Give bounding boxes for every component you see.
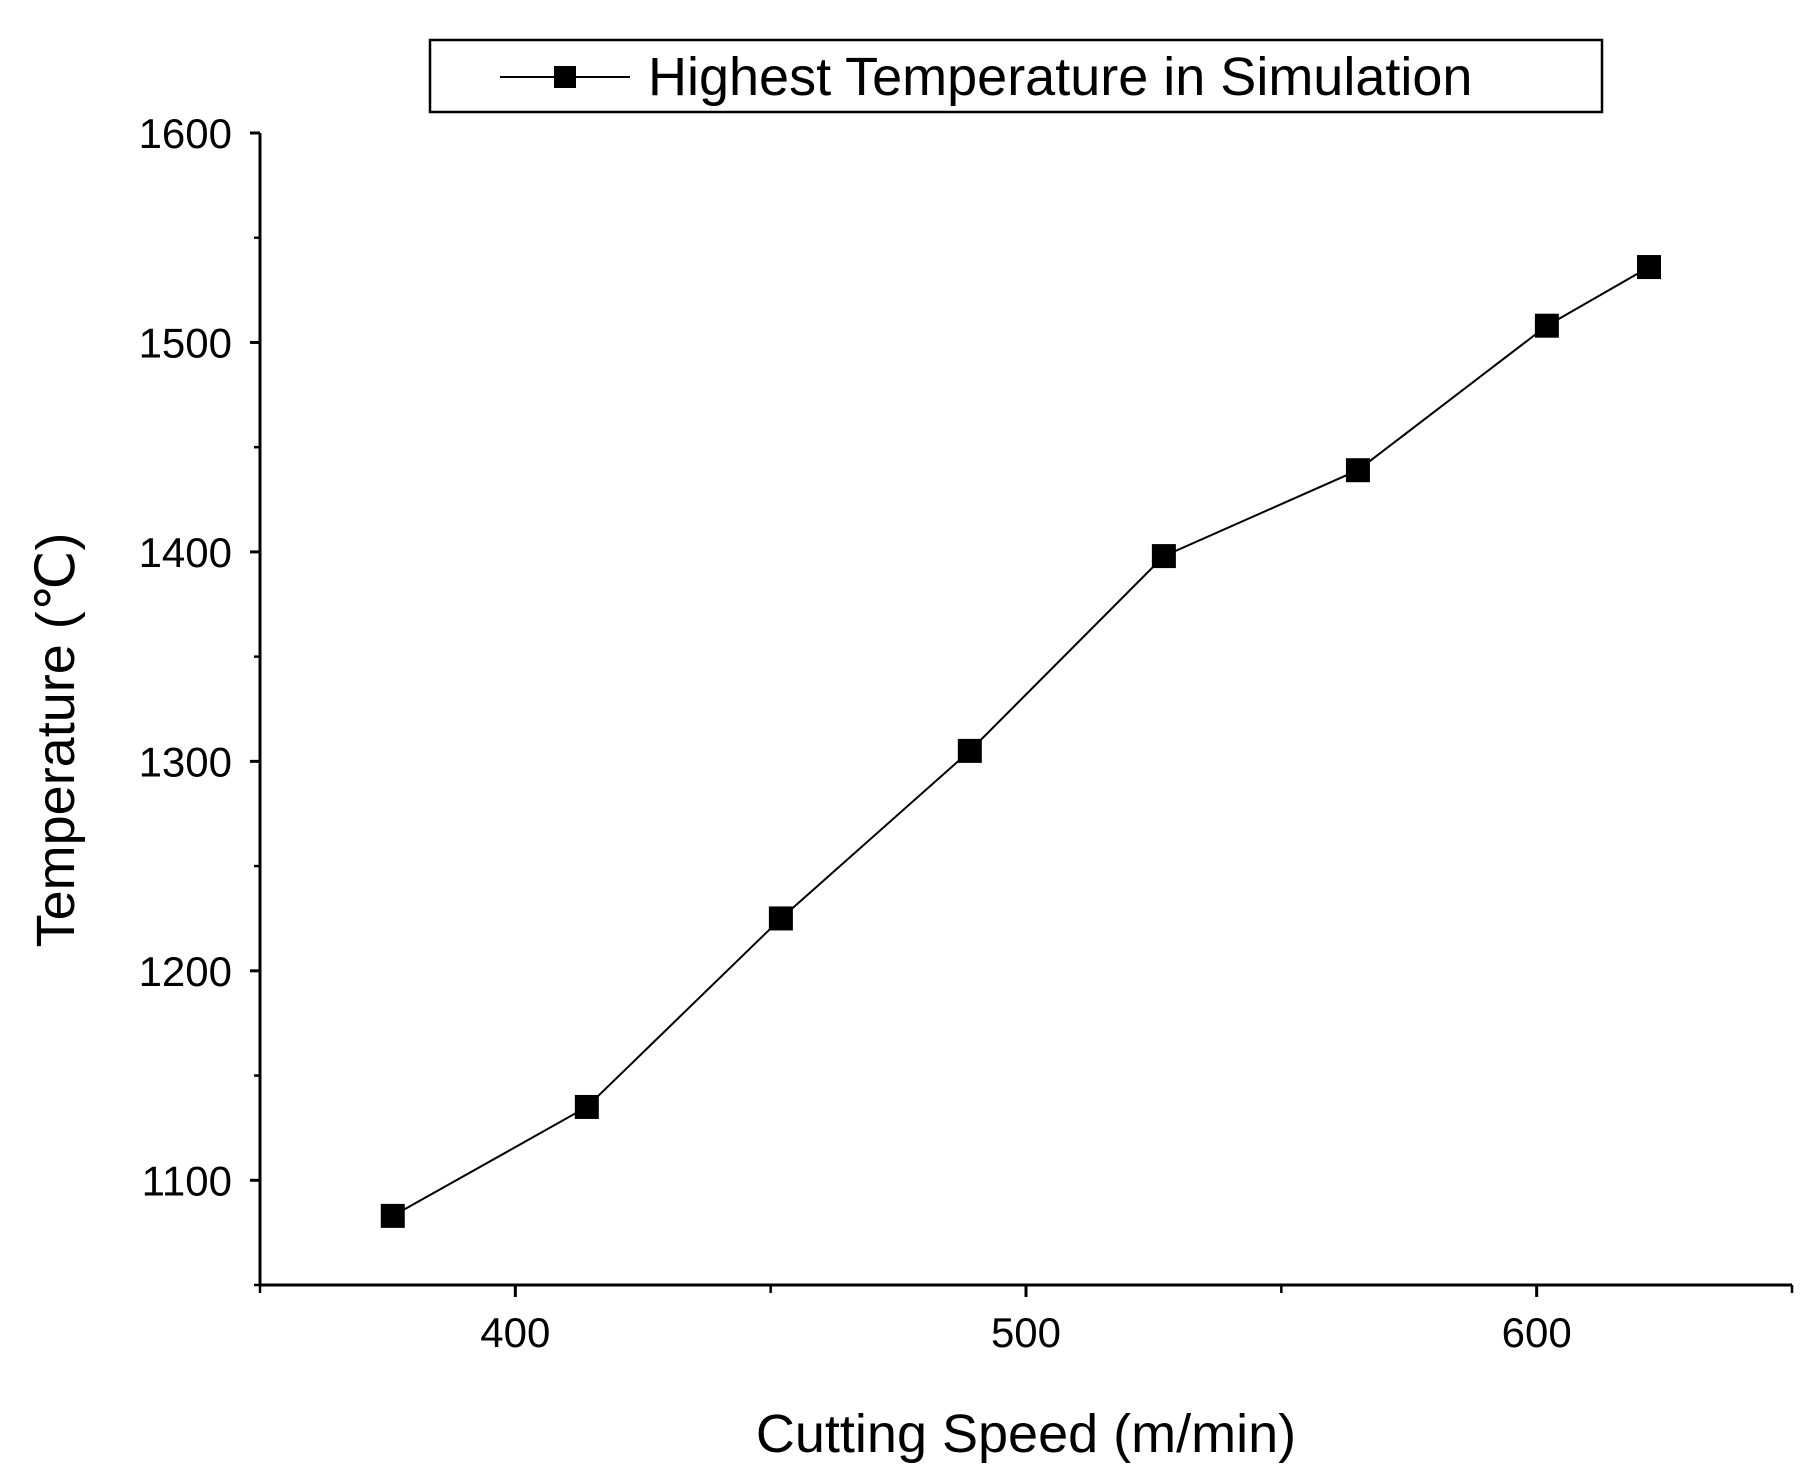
legend: Highest Temperature in Simulation bbox=[428, 38, 1604, 114]
x-tick-label: 400 bbox=[480, 1309, 550, 1356]
data-point-marker bbox=[1151, 544, 1176, 569]
y-tick-label: 1300 bbox=[139, 738, 232, 785]
y-tick-label: 1200 bbox=[139, 948, 232, 995]
y-tick-label: 1100 bbox=[142, 1157, 232, 1204]
series bbox=[380, 255, 1662, 1228]
data-point-marker bbox=[768, 906, 793, 931]
data-point-marker bbox=[1637, 255, 1662, 280]
legend-marker bbox=[554, 66, 576, 88]
data-point-marker bbox=[957, 738, 982, 763]
series-line bbox=[392, 266, 1650, 1217]
x-tick-label: 500 bbox=[991, 1309, 1061, 1356]
x-tick-label: 600 bbox=[1502, 1309, 1572, 1356]
y-axis-title: Temperature (℃) bbox=[26, 533, 86, 948]
x-ticks: 400 500 600 bbox=[258, 1285, 1794, 1356]
y-tick-label: 1400 bbox=[139, 529, 232, 576]
data-point-marker bbox=[574, 1094, 599, 1119]
y-tick-label: 1500 bbox=[139, 319, 232, 366]
data-point-marker bbox=[1534, 313, 1559, 338]
y-ticks: 1100 1200 1300 1400 1500 1600 bbox=[139, 110, 260, 1287]
y-tick-label: 1600 bbox=[139, 110, 232, 157]
data-point-marker bbox=[1345, 458, 1370, 483]
x-axis-title: Cutting Speed (m/min) bbox=[756, 1404, 1296, 1464]
legend-label: Highest Temperature in Simulation bbox=[648, 47, 1472, 107]
data-point-marker bbox=[380, 1203, 405, 1228]
